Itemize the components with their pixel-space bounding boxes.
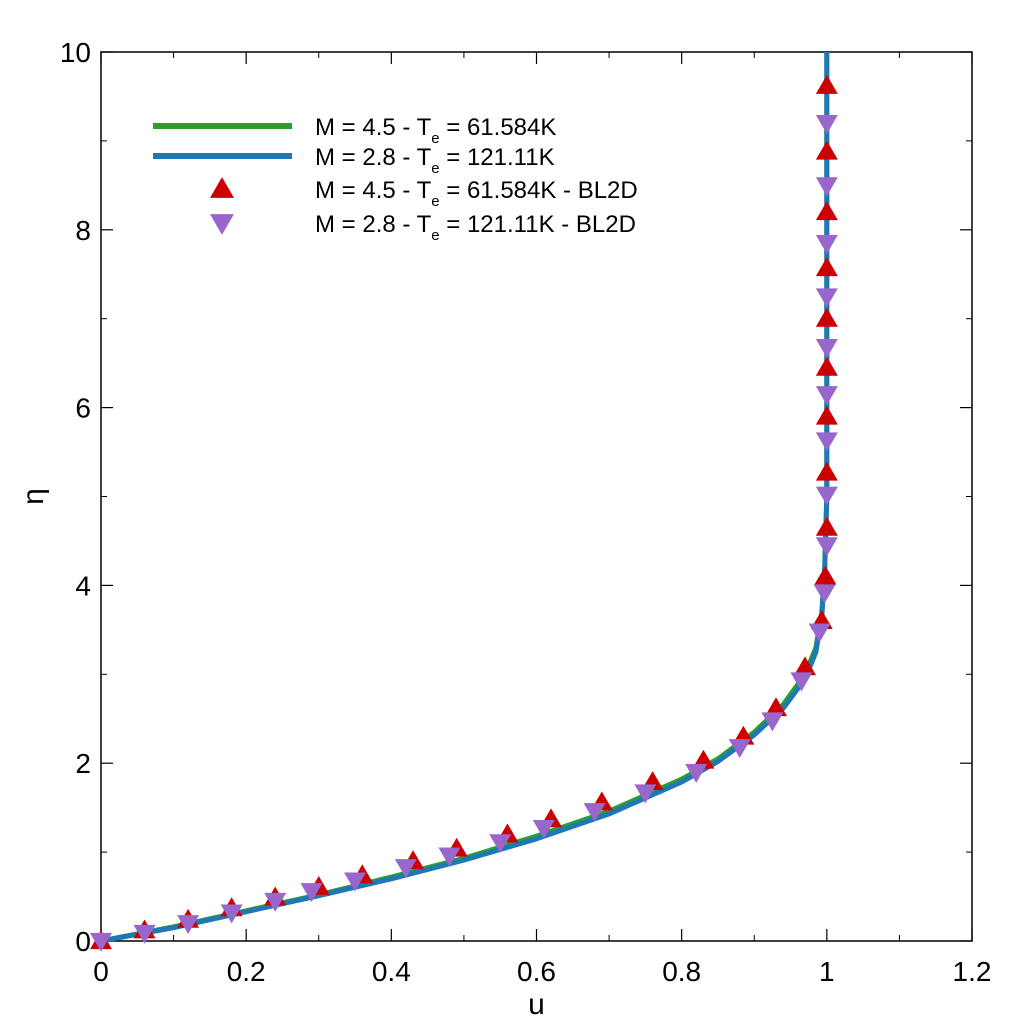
series-marker-3: [532, 819, 555, 839]
x-tick-label: 0: [93, 956, 109, 987]
series-marker-2: [815, 516, 838, 536]
x-tick-label: 0.2: [227, 956, 266, 987]
series-marker-3: [634, 784, 657, 804]
series-marker-2: [794, 656, 817, 676]
series-marker-3: [815, 386, 838, 406]
series-marker-3: [264, 892, 287, 912]
series-marker-2: [815, 201, 838, 221]
series-marker-3: [394, 859, 417, 879]
series-marker-3: [815, 115, 838, 134]
series-marker-3: [815, 235, 838, 254]
series-marker-3: [813, 584, 836, 604]
legend-label-text: M = 4.5 - T: [315, 177, 432, 204]
x-tick-label: 0.6: [517, 956, 556, 987]
series-marker-3: [344, 872, 367, 892]
series-marker-3: [815, 486, 838, 506]
series-marker-2: [765, 697, 788, 717]
legend-label-text: M = 2.8 - T: [315, 211, 432, 238]
legend-label-text: = 121.11K: [440, 144, 555, 171]
series-marker-3: [815, 288, 838, 308]
y-tick-label: 0: [75, 926, 91, 957]
series-marker-2: [815, 257, 838, 277]
y-tick-label: 2: [75, 748, 91, 779]
series-marker-3: [808, 623, 831, 643]
y-tick-label: 8: [75, 215, 91, 246]
series-marker-3: [728, 739, 751, 758]
series-marker-3: [790, 672, 813, 692]
legend-label-subscript: e: [431, 160, 439, 177]
series-marker-3: [761, 712, 784, 732]
series-marker-2: [815, 74, 838, 94]
legend-label-text: = 61.584K - BL2D: [440, 177, 638, 204]
x-tick-label: 1: [819, 956, 835, 987]
series-marker-3: [220, 904, 243, 924]
legend-label-subscript: e: [431, 227, 439, 244]
series-marker-3: [489, 834, 512, 854]
axes-group: 0 0.2 0.4 0.6 0.8 1 1.2 0 2 4 6 8 10 u η: [17, 37, 991, 1021]
legend-swatch-marker: [210, 214, 234, 235]
series-marker-3: [300, 883, 323, 903]
series-marker-3: [438, 847, 461, 867]
legend-label-text: = 61.584K: [440, 114, 557, 141]
y-tick-label: 6: [75, 393, 91, 424]
x-axis-label: u: [528, 988, 545, 1021]
legend-label-subscript: e: [431, 193, 439, 210]
x-tick-label: 1.2: [953, 956, 992, 987]
series-marker-2: [815, 140, 838, 160]
legend-label-subscript: e: [431, 130, 439, 147]
series-marker-3: [90, 932, 112, 952]
series-marker-3: [177, 915, 200, 935]
legend-label-text: = 121.11K - BL2D: [440, 211, 636, 238]
series-marker-2: [815, 356, 838, 376]
series-marker-3: [685, 763, 708, 783]
series-marker-3: [815, 432, 838, 452]
y-axis-label: η: [17, 488, 50, 505]
series-marker-3: [815, 177, 838, 197]
legend-label: M = 4.5 - Te = 61.584K - BL2D: [315, 177, 638, 210]
series-marker-3: [815, 339, 838, 358]
legend-label-text: M = 4.5 - T: [315, 114, 432, 141]
y-tick-label: 4: [75, 570, 91, 601]
series-marker-2: [815, 405, 838, 425]
x-tick-label: 0.8: [662, 956, 701, 987]
series-marker-2: [814, 565, 837, 585]
series-marker-3: [583, 803, 606, 823]
legend-label: M = 4.5 - Te = 61.584K: [315, 114, 556, 147]
legend-label: M = 2.8 - Te = 121.11K - BL2D: [315, 211, 636, 244]
series-group: [90, 52, 838, 952]
y-tick-label: 10: [60, 37, 91, 68]
legend-label-text: M = 2.8 - T: [315, 144, 432, 171]
series-marker-2: [815, 307, 838, 327]
legend-swatch-marker: [210, 177, 234, 198]
series-marker-2: [692, 749, 715, 769]
series-marker-3: [133, 924, 156, 944]
legend-label: M = 2.8 - Te = 121.11K: [315, 144, 555, 177]
series-marker-2: [815, 461, 838, 481]
x-tick-label: 0.4: [372, 956, 411, 987]
series-marker-3: [815, 537, 838, 557]
